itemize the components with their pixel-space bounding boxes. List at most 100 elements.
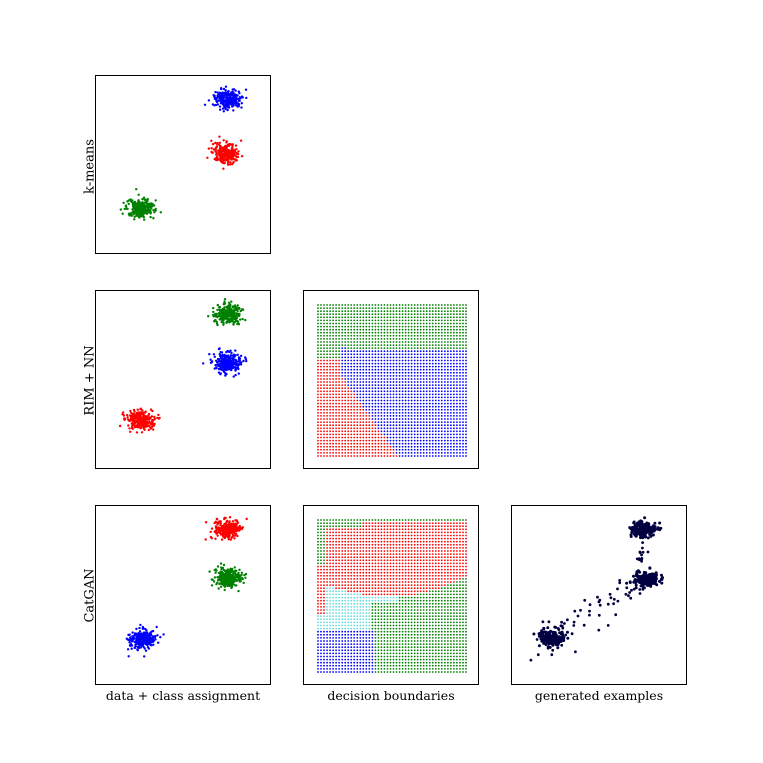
grid-point	[317, 565, 319, 568]
grid-point	[404, 448, 407, 451]
data-point	[237, 358, 241, 361]
grid-point	[447, 325, 449, 328]
grid-point	[392, 396, 395, 399]
grid-point	[401, 421, 404, 423]
data-point	[237, 372, 240, 375]
grid-point	[404, 452, 407, 454]
data-point	[133, 205, 136, 208]
grid-point	[344, 448, 347, 451]
catgan-decision-boundary-plot	[317, 519, 467, 673]
grid-point	[383, 421, 386, 423]
grid-point	[386, 325, 389, 328]
grid-point	[365, 310, 368, 313]
grid-point	[444, 433, 446, 436]
data-point	[129, 636, 132, 639]
grid-point	[341, 418, 344, 420]
grid-point	[362, 350, 365, 353]
grid-point	[437, 347, 440, 349]
grid-point	[462, 393, 464, 396]
grid-point	[389, 328, 392, 331]
grid-point	[362, 328, 365, 331]
grid-point	[323, 427, 325, 430]
data-point	[142, 196, 146, 199]
grid-point	[350, 421, 353, 423]
grid-point	[353, 325, 356, 328]
grid-point	[377, 365, 380, 368]
data-point	[139, 634, 142, 637]
data-point	[152, 209, 155, 212]
grid-point	[326, 378, 328, 380]
grid-point	[377, 359, 380, 362]
data-point	[237, 360, 240, 363]
grid-point	[365, 341, 368, 343]
grid-point	[407, 328, 410, 331]
grid-point	[416, 371, 419, 374]
grid-point	[341, 381, 344, 383]
grid-point	[368, 304, 371, 306]
grid-point	[371, 445, 374, 448]
data-point	[240, 106, 243, 109]
data-point	[133, 646, 136, 649]
grid-point	[344, 452, 347, 454]
grid-point	[380, 445, 383, 448]
grid-point	[404, 442, 407, 445]
grid-point	[338, 334, 340, 337]
grid-point	[401, 393, 404, 396]
grid-point	[398, 334, 401, 337]
grid-point	[434, 412, 437, 414]
grid-point	[356, 304, 359, 306]
grid-point	[380, 328, 383, 331]
grid-point	[410, 347, 413, 349]
grid-point	[353, 381, 356, 383]
grid-point	[326, 455, 328, 457]
catgan-data-panel	[95, 505, 271, 685]
grid-point	[465, 393, 467, 396]
grid-point	[462, 316, 464, 319]
grid-point	[323, 433, 325, 436]
data-point	[232, 94, 235, 97]
grid-point	[413, 362, 416, 365]
grid-point	[347, 402, 350, 405]
grid-point	[317, 587, 319, 590]
grid-point	[365, 424, 368, 427]
grid-point	[350, 325, 353, 328]
data-point	[216, 153, 219, 156]
grid-point	[341, 424, 344, 427]
grid-point	[383, 316, 386, 319]
grid-point	[419, 338, 422, 340]
grid-point	[431, 375, 434, 377]
grid-point	[444, 371, 446, 374]
data-point	[131, 638, 134, 642]
grid-point	[338, 319, 340, 322]
grid-point	[374, 304, 377, 306]
grid-point	[428, 328, 431, 331]
grid-point	[407, 356, 410, 359]
grid-point	[431, 405, 434, 408]
grid-point	[386, 350, 389, 353]
grid-point	[317, 331, 319, 334]
grid-point	[453, 350, 455, 353]
grid-point	[425, 415, 428, 417]
data-point	[221, 98, 224, 101]
data-point	[232, 531, 236, 534]
grid-point	[453, 338, 455, 340]
grid-point	[465, 418, 467, 420]
grid-point	[371, 396, 374, 399]
grid-point	[380, 338, 383, 340]
grid-point	[371, 427, 374, 430]
grid-point	[341, 338, 344, 340]
grid-point	[444, 334, 446, 337]
grid-point	[371, 331, 374, 334]
grid-point	[317, 599, 319, 602]
grid-point	[416, 338, 419, 340]
grid-point	[371, 430, 374, 433]
grid-point	[407, 448, 410, 451]
grid-point	[383, 341, 386, 343]
grid-point	[362, 304, 365, 306]
grid-point	[320, 559, 322, 562]
data-point	[213, 530, 216, 534]
grid-point	[413, 455, 416, 457]
grid-point	[335, 375, 337, 377]
grid-point	[374, 387, 377, 390]
grid-point	[365, 307, 368, 309]
